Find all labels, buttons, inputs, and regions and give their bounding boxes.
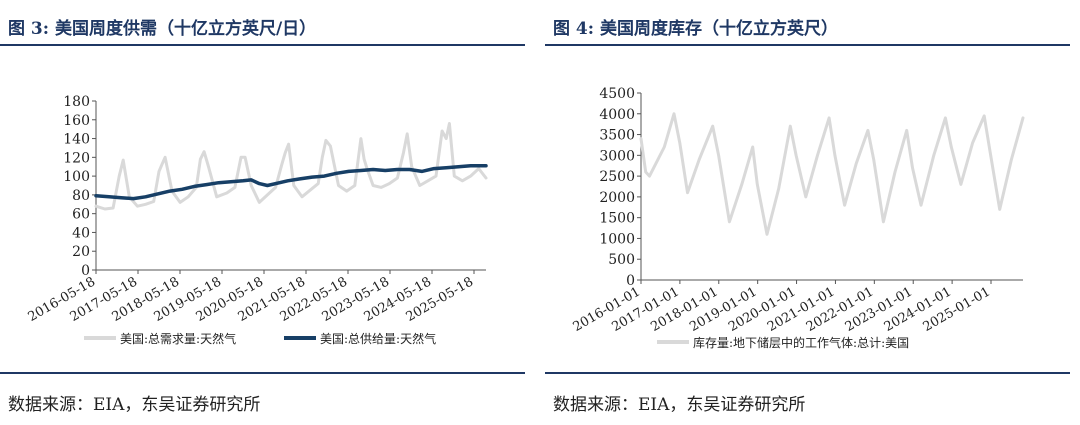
y-tick-label: 3000 [599, 148, 635, 164]
y-tick-label: 20 [72, 244, 90, 260]
legend-label: 美国:总需求量:天然气 [120, 331, 236, 346]
series-line [94, 122, 488, 211]
y-tick-label: 0 [81, 263, 90, 279]
y-tick-label: 0 [626, 273, 635, 289]
y-tick-label: 40 [72, 225, 90, 241]
storage-chart: 0500100015002000250030003500400045002016… [571, 86, 1025, 350]
y-tick-label: 140 [63, 132, 90, 148]
source-rule [0, 372, 525, 374]
chart-title: 图 4: 美国周度库存（十亿立方英尺） [553, 19, 838, 39]
title-rule [0, 44, 525, 46]
y-tick-label: 500 [608, 252, 635, 268]
supply-demand-panel: 图 3: 美国周度供需（十亿立方英尺/日） 0 20 40 60 80 100 120 140… [0, 0, 530, 425]
series-line [639, 112, 1025, 236]
y-tick-label: 100 [63, 169, 90, 185]
y-tick-label: 180 [63, 94, 90, 110]
y-tick-label: 60 [72, 207, 90, 223]
source-note: 数据来源：EIA，东吴证券研究所 [8, 395, 261, 415]
y-tick-label: 3500 [599, 128, 635, 144]
y-tick-label: 4500 [599, 86, 635, 102]
supply-demand-chart: 0204060801001201401601802016-05-182017-0… [26, 94, 488, 346]
y-tick-label: 1500 [599, 211, 635, 227]
y-tick-label: 4000 [599, 107, 635, 123]
storage-panel: 图 4: 美国周度库存（十亿立方英尺） 0 500 1000 1500 2000 2500… [545, 0, 1075, 425]
source-rule [545, 372, 1070, 374]
legend-label: 库存量:地下储层中的工作气体:总计:美国 [693, 335, 909, 350]
y-tick-label: 2500 [599, 169, 635, 185]
y-tick-label: 1000 [599, 231, 635, 247]
y-tick-label: 80 [72, 188, 90, 204]
title-rule [545, 44, 1070, 46]
y-tick-label: 2000 [599, 190, 635, 206]
series-line [94, 164, 488, 201]
y-tick-label: 160 [63, 113, 90, 129]
legend-label: 美国:总供给量:天然气 [320, 331, 436, 346]
y-tick-label: 120 [63, 150, 90, 166]
chart-title: 图 3: 美国周度供需（十亿立方英尺/日） [8, 19, 317, 39]
source-note: 数据来源：EIA，东吴证券研究所 [553, 395, 806, 415]
